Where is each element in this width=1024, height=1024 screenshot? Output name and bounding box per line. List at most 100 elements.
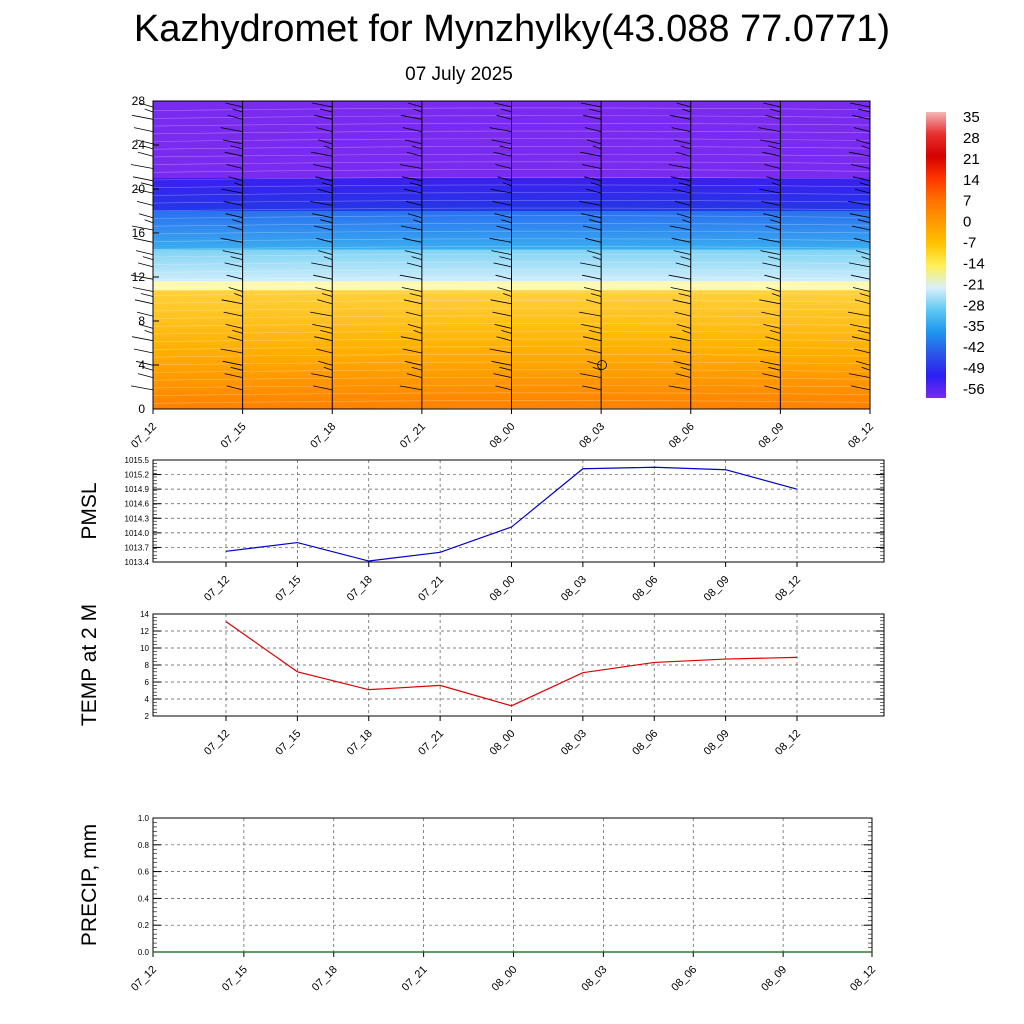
wind-barb <box>676 102 691 108</box>
wind-barb <box>321 182 333 187</box>
wind-barb <box>134 188 154 194</box>
wind-barb <box>323 366 333 371</box>
wind-barb <box>592 145 602 150</box>
x-tick-label: 07_21 <box>400 964 430 994</box>
wind-barb <box>585 348 602 354</box>
y-tick-label: 0.8 <box>138 841 150 850</box>
wind-barb <box>855 139 871 145</box>
wind-barb <box>758 348 781 354</box>
wind-barb <box>857 219 871 224</box>
wind-barb <box>131 225 154 231</box>
wind-barb <box>671 127 691 132</box>
wind-barb <box>136 201 154 206</box>
wind-barb <box>501 108 512 113</box>
wind-barb <box>407 324 422 329</box>
wind-barb <box>406 151 422 157</box>
wind-barb <box>847 311 871 317</box>
wind-barb <box>855 250 871 255</box>
wind-barb <box>669 114 691 120</box>
wind-barb <box>234 293 243 297</box>
wind-barb <box>674 201 691 206</box>
precip-plot: 1.0 0.8 0.6 0.4 0.2 0.0 07_12 07_15 07_18 07_21 08… <box>78 814 878 994</box>
wind-barb <box>501 219 512 224</box>
wind-barb <box>853 348 871 354</box>
wind-barb <box>675 373 691 378</box>
x-tick-label: 08_00 <box>488 421 518 451</box>
wind-barb <box>310 311 333 317</box>
wind-barb <box>130 385 154 391</box>
x-tick-label: 08_06 <box>630 574 660 604</box>
wind-barb <box>311 373 333 378</box>
colorbar-label: -28 <box>963 297 985 314</box>
x-tick-label: 07_21 <box>416 728 446 758</box>
x-tick-label: 07_15 <box>219 421 249 451</box>
wind-barb <box>855 360 871 366</box>
x-tick-label: 07_12 <box>202 728 232 758</box>
wind-barb <box>223 311 243 317</box>
wind-barb <box>589 330 602 334</box>
wind-barb <box>672 299 691 305</box>
wind-barb <box>768 256 781 260</box>
wind-barb <box>584 287 602 292</box>
wind-barb <box>413 219 423 224</box>
colorbar-label: -35 <box>963 318 985 335</box>
wind-barb <box>765 225 781 231</box>
wind-barb <box>137 151 154 157</box>
wind-barb <box>851 114 871 120</box>
wind-barb <box>221 188 243 194</box>
wind-barb <box>313 274 333 280</box>
wind-barb <box>671 237 691 243</box>
wind-barb <box>853 237 871 243</box>
y-tick-label: 1014.6 <box>125 500 150 509</box>
colorbar-label: -7 <box>963 235 976 252</box>
wind-barb <box>320 330 333 334</box>
x-tick-label: 08_03 <box>559 728 589 758</box>
wind-barb <box>501 330 512 334</box>
wind-barb <box>675 262 691 268</box>
wind-barb <box>144 330 154 334</box>
wind-barb <box>587 139 602 145</box>
wind-barb <box>680 145 691 150</box>
wind-barb <box>495 385 512 391</box>
wind-barb <box>401 287 422 292</box>
wind-barb <box>225 324 243 329</box>
wind-barb <box>851 336 871 342</box>
wind-barb <box>493 151 512 157</box>
wind-barb <box>400 225 422 231</box>
wind-barb <box>771 293 781 297</box>
y-tick-label: 4 <box>138 358 145 372</box>
wind-barb <box>311 151 333 157</box>
y-tick-label: 12 <box>132 270 146 284</box>
wind-barb <box>765 114 781 120</box>
y-axis-label: PMSL <box>78 482 101 539</box>
wind-barb <box>847 201 871 206</box>
wind-barb <box>590 182 602 187</box>
wind-barb <box>678 293 691 297</box>
wind-barb <box>668 385 691 391</box>
wind-barb <box>310 201 333 206</box>
wind-barb <box>764 164 781 169</box>
wind-barb <box>400 114 422 120</box>
wind-barb <box>135 250 154 255</box>
wind-barb <box>583 336 602 342</box>
wind-barb <box>497 176 512 182</box>
wind-barb <box>499 366 512 371</box>
wind-barb <box>853 127 871 132</box>
wind-barb <box>489 348 512 354</box>
wind-barb <box>402 237 422 243</box>
wind-barb <box>848 373 871 378</box>
wind-barb <box>854 299 871 305</box>
wind-barb <box>676 324 691 329</box>
x-tick-label: 08_12 <box>846 421 876 451</box>
wind-barb <box>672 188 691 194</box>
wind-barb <box>133 127 154 132</box>
wind-barb <box>226 164 243 169</box>
wind-barb <box>313 385 333 391</box>
wind-barb <box>316 127 333 132</box>
wind-barb <box>135 360 154 366</box>
x-tick-label: 08_06 <box>669 964 699 994</box>
wind-barb <box>230 256 243 260</box>
colorbar: 35 28 21 14 7 0 -7 -14 -21 -28 -35 -42 -49 -56 <box>926 109 985 398</box>
wind-barb <box>496 336 512 342</box>
wind-barb <box>413 108 423 113</box>
